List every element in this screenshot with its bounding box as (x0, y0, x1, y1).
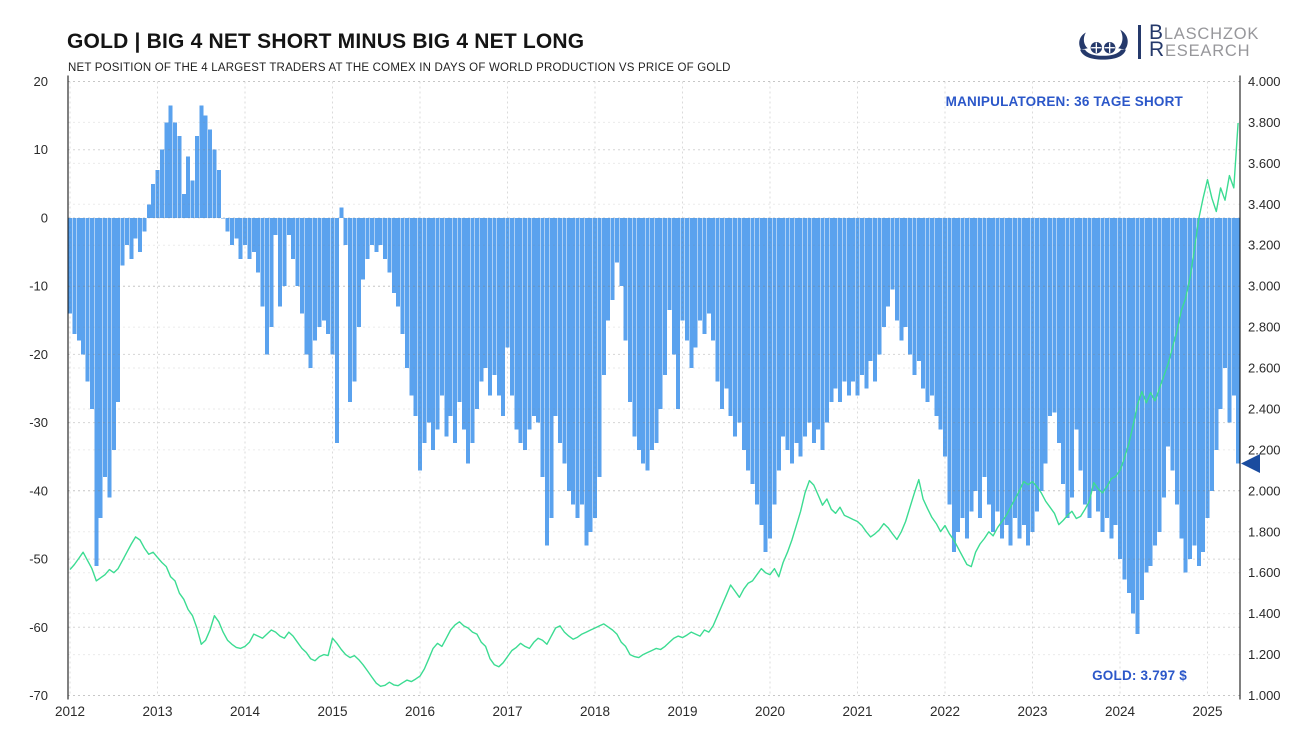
right-axis-tick-label: 1.800 (1248, 524, 1281, 539)
left-axis-tick-label: -30 (29, 415, 48, 430)
left-axis-tick-label: -40 (29, 483, 48, 498)
net-position-bars (68, 105, 1240, 635)
logo-text-line1: BLASCHZOK (1149, 21, 1260, 44)
x-axis-year-label: 2015 (317, 704, 347, 719)
right-axis-tick-label: 1.000 (1248, 688, 1281, 703)
chart-title: GOLD | BIG 4 NET SHORT MINUS BIG 4 NET L… (67, 30, 585, 53)
gridlines (68, 81, 1240, 696)
left-axis-tick-label: 0 (41, 210, 48, 225)
current-value-arrow-marker (1241, 454, 1260, 473)
gold-price-line (69, 122, 1239, 687)
x-axis-year-label: 2014 (230, 704, 261, 719)
x-axis-year-label: 2021 (842, 704, 872, 719)
right-axis-tick-label: 3.800 (1248, 115, 1281, 130)
axis-tick-labels: 20 10 0 -10 -20 -30 -40 -50 -60 -70 4.000 3.800 3.60… (29, 74, 1280, 719)
right-axis-tick-label: 1.200 (1248, 647, 1281, 662)
left-axis-tick-label: 20 (34, 74, 48, 89)
right-axis-tick-label: 3.200 (1248, 238, 1281, 253)
net-short-annotation: MANIPULATOREN: 36 TAGE SHORT (945, 94, 1183, 109)
right-axis-tick-label: 3.400 (1248, 197, 1281, 212)
right-axis-tick-label: 2.800 (1248, 320, 1281, 335)
gold-price-annotation: GOLD: 3.797 $ (1092, 668, 1187, 683)
x-axis-year-label: 2018 (580, 704, 610, 719)
x-axis-year-label: 2012 (55, 704, 85, 719)
x-axis-year-label: 2020 (755, 704, 785, 719)
left-axis-tick-label: -60 (29, 620, 48, 635)
axis-lines (67, 75, 1241, 700)
x-axis-year-label: 2016 (405, 704, 435, 719)
left-axis-tick-label: -50 (29, 552, 48, 567)
x-axis-year-label: 2025 (1192, 704, 1222, 719)
right-axis-tick-label: 2.400 (1248, 402, 1281, 417)
left-axis-tick-label: 10 (34, 142, 48, 157)
x-axis-year-label: 2013 (142, 704, 172, 719)
x-axis-year-label: 2024 (1105, 704, 1136, 719)
brand-logo: BLASCHZOK RESEARCH (1076, 22, 1259, 62)
x-axis-year-label: 2022 (930, 704, 960, 719)
right-axis-tick-label: 1.400 (1248, 606, 1281, 621)
right-axis-tick-label: 2.200 (1248, 442, 1281, 457)
left-axis-tick-label: -70 (29, 688, 48, 703)
right-axis-tick-label: 3.000 (1248, 279, 1281, 294)
chart-subtitle: NET POSITION OF THE 4 LARGEST TRADERS AT… (68, 62, 731, 74)
right-axis-tick-label: 2.600 (1248, 361, 1281, 376)
x-axis-year-label: 2023 (1017, 704, 1047, 719)
right-axis-tick-label: 2.000 (1248, 483, 1281, 498)
right-axis-tick-label: 1.600 (1248, 565, 1281, 580)
logo-text-line2: RESEARCH (1149, 38, 1251, 61)
left-axis-tick-label: -20 (29, 347, 48, 362)
right-axis-tick-label: 3.600 (1248, 156, 1281, 171)
x-axis-year-label: 2017 (492, 704, 522, 719)
left-axis-tick-label: -10 (29, 279, 48, 294)
logo-divider (1138, 25, 1141, 59)
x-axis-year-label: 2019 (667, 704, 697, 719)
viking-ship-icon (1079, 29, 1128, 60)
right-axis-tick-label: 4.000 (1248, 74, 1281, 89)
